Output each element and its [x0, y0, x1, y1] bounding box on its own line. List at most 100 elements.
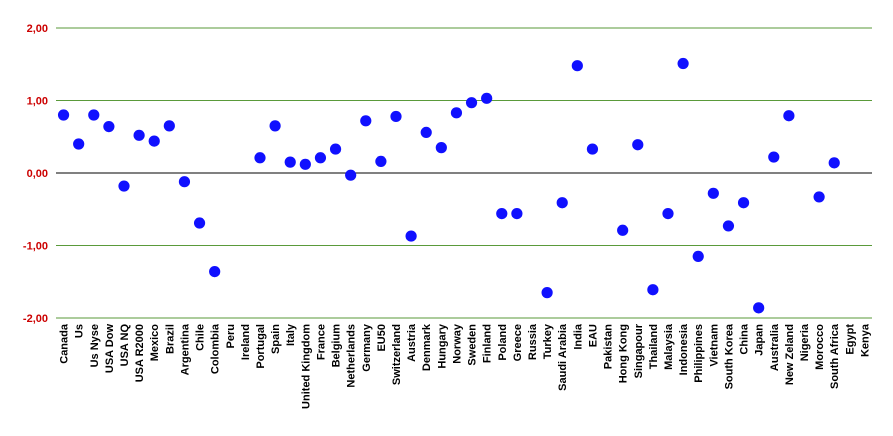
data-point	[496, 208, 508, 220]
x-tick-label: South Africa	[829, 323, 841, 389]
x-tick-label: Netherlands	[346, 324, 358, 388]
y-tick-label: 2,00	[27, 23, 48, 35]
x-tick-label: Italy	[285, 323, 297, 346]
data-point	[677, 57, 689, 70]
y-tick-label: -1,00	[23, 241, 48, 253]
data-point	[617, 224, 629, 236]
data-point	[465, 97, 478, 109]
x-tick-label: Spain	[270, 324, 282, 354]
x-tick-label: Belgium	[331, 324, 343, 368]
x-tick-label: Hungary	[436, 323, 448, 369]
data-points	[57, 57, 840, 314]
gridlines	[56, 27, 872, 319]
data-point	[405, 230, 417, 242]
x-tick-label: India	[572, 323, 584, 350]
data-point	[662, 208, 674, 220]
data-point	[737, 197, 750, 209]
data-point	[329, 143, 342, 155]
data-point	[88, 109, 100, 121]
x-tick-label: Turkey	[542, 323, 554, 359]
data-point	[284, 156, 296, 168]
data-point	[148, 135, 160, 147]
data-point	[209, 266, 221, 278]
x-tick-label: New Zeland	[784, 324, 796, 385]
x-tick-label: Chile	[195, 324, 207, 351]
x-tick-label: Austria	[406, 323, 418, 362]
data-point	[163, 120, 175, 132]
x-tick-label: Germany	[361, 323, 373, 372]
data-point	[360, 115, 372, 127]
data-point	[269, 120, 281, 132]
x-tick-label: United Kingdom	[300, 324, 312, 409]
data-point	[118, 180, 130, 192]
x-tick-label: Hong Kong	[618, 324, 630, 383]
x-tick-label: Malaysia	[663, 323, 675, 370]
data-point	[178, 176, 191, 188]
x-tick-label: Switzerland	[391, 324, 403, 385]
x-tick-label: Poland	[497, 324, 509, 361]
x-tick-labels: Canada Us Us Nyse USA Dow USA NQ USA R2000 Mex…	[59, 323, 872, 409]
data-point	[73, 138, 85, 150]
x-tick-label: France	[315, 324, 327, 360]
x-tick-label: Indonesia	[678, 323, 690, 375]
x-tick-label: Kenya	[859, 323, 871, 357]
data-point	[707, 187, 719, 199]
x-tick-label: Greece	[512, 324, 524, 361]
x-tick-label: Denmark	[421, 323, 433, 371]
y-tick-labels: -2,00 -1,00 0,00 1,00 2,00	[23, 23, 48, 325]
x-tick-label: Argentina	[179, 323, 191, 375]
y-tick-label: -2,00	[23, 313, 48, 325]
data-point	[375, 155, 387, 167]
data-point	[193, 217, 206, 229]
x-tick-label: Norway	[451, 323, 463, 364]
data-point	[722, 220, 735, 232]
data-point	[481, 92, 493, 104]
data-point	[511, 208, 523, 220]
y-tick-label: 1,00	[27, 96, 48, 108]
data-point	[783, 110, 795, 122]
x-tick-label: South Korea	[723, 323, 735, 389]
data-point	[768, 151, 780, 163]
data-point	[133, 129, 145, 141]
data-point	[813, 191, 825, 203]
data-point	[314, 152, 327, 164]
x-tick-label: Thailand	[648, 324, 660, 369]
x-tick-label: Australia	[769, 323, 781, 371]
x-tick-label: Finland	[482, 324, 494, 363]
x-tick-label: Singapour	[633, 323, 645, 378]
data-point	[345, 169, 357, 181]
x-tick-label: Us	[74, 324, 86, 338]
data-point	[57, 109, 70, 121]
x-tick-label: Canada	[59, 323, 71, 364]
x-tick-label: Nigeria	[799, 323, 811, 361]
x-tick-label: Vietnam	[708, 324, 720, 367]
x-tick-label: Morocco	[814, 324, 826, 370]
data-point	[420, 126, 432, 138]
data-point	[541, 287, 553, 299]
x-tick-label: Ireland	[240, 324, 252, 360]
x-tick-label: USA NQ	[119, 324, 131, 367]
data-point	[103, 121, 115, 133]
x-tick-label: Mexico	[149, 324, 161, 362]
x-tick-label: Portugal	[255, 324, 267, 369]
x-tick-label: Saudi Arabia	[557, 323, 569, 391]
data-point	[632, 139, 644, 151]
data-point	[435, 142, 447, 154]
x-tick-label: EU50	[376, 324, 388, 352]
data-point	[299, 158, 311, 170]
y-tick-label: 0,00	[27, 168, 48, 180]
data-point	[571, 60, 583, 72]
data-point	[647, 284, 659, 296]
x-tick-label: Pakistan	[603, 324, 615, 370]
x-tick-label: EAU	[587, 324, 599, 347]
x-tick-label: Egypt	[844, 324, 856, 355]
data-point	[586, 143, 599, 155]
x-tick-label: Russia	[527, 323, 539, 360]
x-tick-label: Peru	[225, 324, 237, 348]
data-point	[828, 157, 840, 169]
x-tick-label: Colombia	[210, 323, 222, 374]
data-point	[556, 197, 568, 209]
x-tick-label: Philippines	[693, 324, 705, 383]
x-tick-label: USA R2000	[134, 324, 146, 382]
